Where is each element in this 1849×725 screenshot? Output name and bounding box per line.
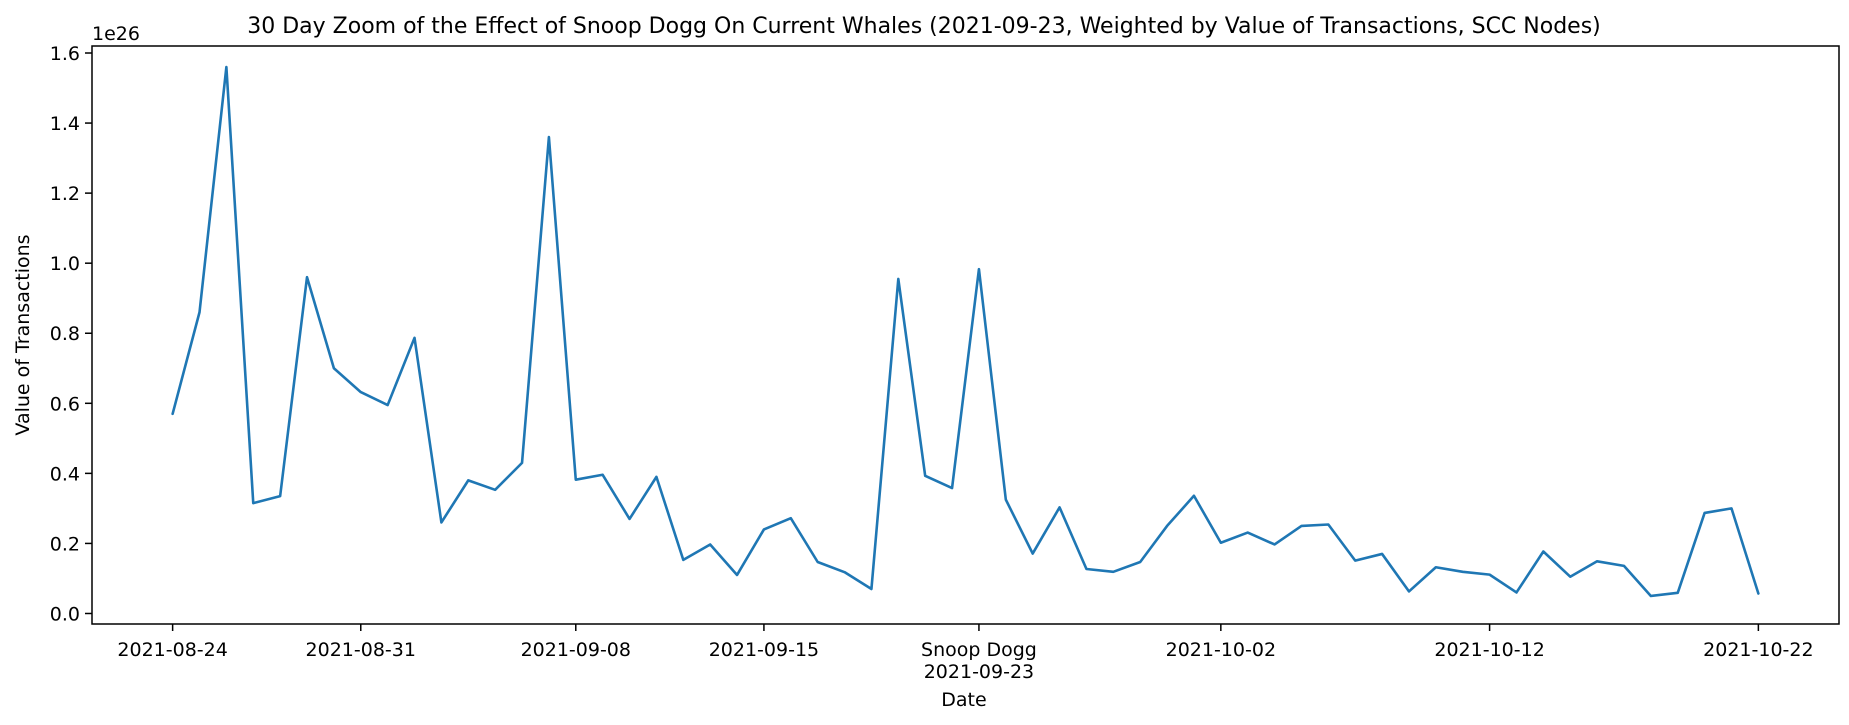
x-tick-label: 2021-10-12	[1434, 639, 1544, 661]
x-tick-label: Snoop Dogg	[921, 639, 1037, 661]
series-line	[171, 65, 1760, 598]
chart-title: 30 Day Zoom of the Effect of Snoop Dogg …	[247, 14, 1601, 39]
y-tick-label: 0.4	[50, 463, 80, 485]
y-tick-label: 0.6	[50, 393, 80, 415]
x-tick-label: 2021-08-24	[117, 639, 227, 661]
y-axis-label: Value of Transactions	[12, 234, 34, 435]
y-offset-label: 1e26	[92, 23, 140, 45]
x-tick-label: 2021-08-31	[306, 639, 416, 661]
x-tick-label-secondary: 2021-09-23	[924, 661, 1034, 683]
y-tick-label: 0.2	[50, 533, 80, 555]
x-tick-label: 2021-10-22	[1703, 639, 1813, 661]
x-tick-label: 2021-09-15	[709, 639, 819, 661]
y-axis: 0.0 0.2 0.4 0.6 0.8 1.0 1.2 1.4 1.6	[50, 43, 92, 625]
x-axis: 2021-08-24 2021-08-31 2021-09-08 2021-09-15…	[117, 624, 1814, 683]
x-tick-label: 2021-10-02	[1166, 639, 1276, 661]
y-tick-label: 0.0	[50, 603, 80, 625]
y-tick-label: 0.8	[50, 323, 80, 345]
y-tick-label: 1.4	[50, 113, 80, 135]
y-tick-label: 1.0	[50, 253, 80, 275]
plot-area	[91, 45, 1840, 625]
y-tick-label: 1.2	[50, 183, 80, 205]
x-axis-label: Date	[941, 689, 986, 711]
x-tick-label: 2021-09-08	[521, 639, 631, 661]
y-tick-label: 1.6	[50, 43, 80, 65]
